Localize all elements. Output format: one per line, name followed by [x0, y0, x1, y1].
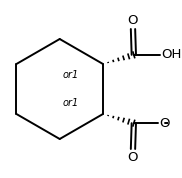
Text: O: O	[128, 151, 138, 164]
Text: O: O	[128, 14, 138, 27]
Text: OH: OH	[161, 48, 181, 61]
Text: or1: or1	[63, 98, 79, 108]
Text: O: O	[159, 117, 169, 130]
Text: or1: or1	[63, 70, 79, 80]
